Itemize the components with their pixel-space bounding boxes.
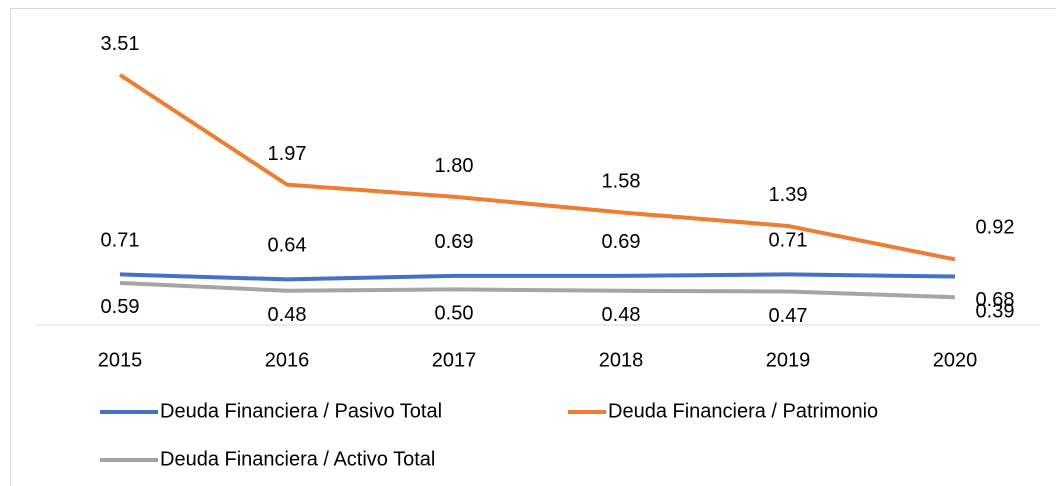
series-line	[119, 280, 956, 300]
data-label: 0.50	[435, 303, 474, 325]
data-label: 0.92	[976, 217, 1015, 239]
chart-frame	[10, 8, 1056, 486]
data-label: 0.68	[976, 289, 1015, 311]
data-label: 1.97	[268, 143, 307, 165]
data-label: 0.69	[435, 231, 474, 253]
legend-label: Deuda Financiera / Pasivo Total	[160, 400, 442, 422]
legend-label: Deuda Financiera / Patrimonio	[608, 400, 878, 422]
data-label: 3.51	[101, 33, 140, 55]
data-label: 0.64	[268, 235, 307, 257]
x-tick-label: 2016	[265, 349, 310, 371]
data-label: 0.71	[769, 230, 808, 252]
data-label: 1.80	[435, 155, 474, 177]
data-label: 0.48	[268, 304, 307, 326]
legend-label: Deuda Financiera / Activo Total	[160, 448, 435, 470]
x-tick-label: 2017	[432, 349, 477, 371]
data-label: 0.69	[602, 231, 641, 253]
data-label: 0.71	[101, 230, 140, 252]
data-label: 0.39	[976, 300, 1015, 322]
x-tick-label: 2018	[599, 349, 644, 371]
data-label: 0.48	[602, 304, 641, 326]
series-line	[118, 73, 956, 262]
x-tick-label: 2015	[98, 349, 143, 371]
data-label: 0.47	[769, 305, 808, 327]
series-line	[119, 272, 956, 282]
data-label: 1.39	[769, 184, 808, 206]
x-tick-label: 2019	[766, 349, 811, 371]
x-tick-label: 2020	[933, 349, 978, 371]
data-label: 0.59	[101, 296, 140, 318]
data-label: 1.58	[602, 171, 641, 193]
